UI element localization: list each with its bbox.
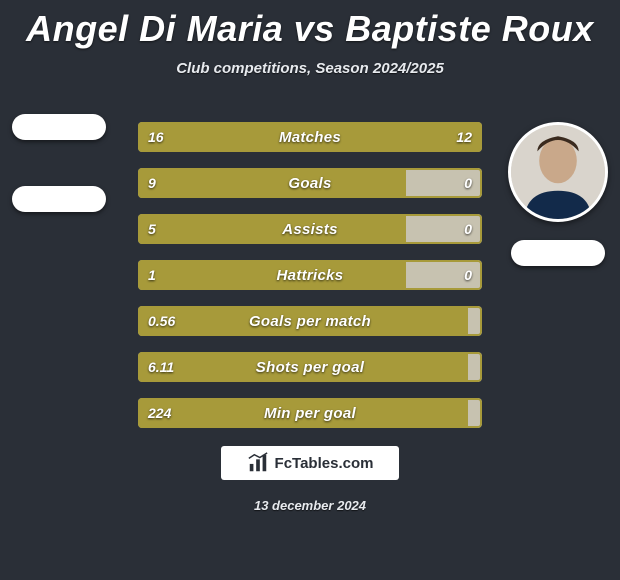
stat-bar-label: Goals bbox=[138, 168, 482, 198]
stat-bar-value-right: 0 bbox=[464, 168, 472, 198]
stat-bar: Goals per match0.56 bbox=[138, 306, 482, 336]
bar-chart-icon bbox=[247, 452, 269, 474]
stat-bar-label: Goals per match bbox=[138, 306, 482, 336]
stat-bar-value-left: 5 bbox=[148, 214, 156, 244]
stat-bar: Min per goal224 bbox=[138, 398, 482, 428]
stat-bar-value-left: 9 bbox=[148, 168, 156, 198]
stat-bar: Shots per goal6.11 bbox=[138, 352, 482, 382]
brand-badge: FcTables.com bbox=[221, 446, 399, 480]
subtitle: Club competitions, Season 2024/2025 bbox=[0, 60, 620, 77]
stat-bar-value-left: 0.56 bbox=[148, 306, 175, 336]
stat-bar-value-left: 16 bbox=[148, 122, 164, 152]
stat-bar-label: Min per goal bbox=[138, 398, 482, 428]
stat-bar-value-right: 0 bbox=[464, 214, 472, 244]
page-title: Angel Di Maria vs Baptiste Roux bbox=[0, 0, 620, 50]
player-right-flag-pill bbox=[511, 240, 605, 266]
stat-bar-value-right: 12 bbox=[456, 122, 472, 152]
stat-bar-value-left: 224 bbox=[148, 398, 171, 428]
stat-bar-label: Matches bbox=[138, 122, 482, 152]
avatar-silhouette-icon bbox=[511, 125, 605, 219]
player-left-club-pill bbox=[12, 186, 106, 212]
player-right-avatar bbox=[508, 122, 608, 222]
stat-bar: Assists5 0 bbox=[138, 214, 482, 244]
stat-bar-label: Hattricks bbox=[138, 260, 482, 290]
stat-bar-value-left: 1 bbox=[148, 260, 156, 290]
footer-date: 13 december 2024 bbox=[0, 498, 620, 513]
stat-bars: Matches1612Goals90Assists50Hattricks10Go… bbox=[138, 122, 482, 428]
stat-bar-value-right: 0 bbox=[464, 260, 472, 290]
stat-bar-label: Assists bbox=[138, 214, 482, 244]
brand-text: FcTables.com bbox=[275, 455, 374, 472]
player-right-stack bbox=[508, 122, 608, 266]
player-left-stack bbox=[12, 118, 106, 212]
player-left-flag-pill bbox=[12, 114, 106, 140]
stat-bar: Matches16 12 bbox=[138, 122, 482, 152]
stat-bar-value-left: 6.11 bbox=[148, 352, 174, 382]
stat-bar: Goals9 0 bbox=[138, 168, 482, 198]
stat-bar-label: Shots per goal bbox=[138, 352, 482, 382]
stat-bar: Hattricks1 0 bbox=[138, 260, 482, 290]
